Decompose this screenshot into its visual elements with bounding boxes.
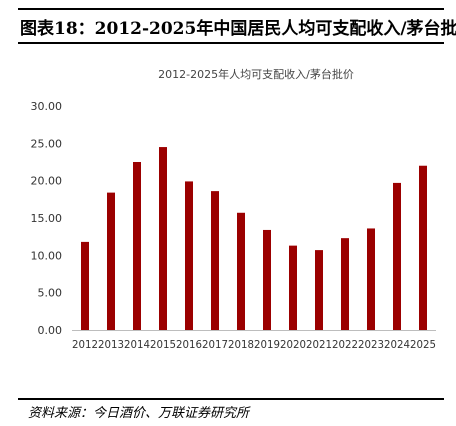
- x-tick-label: 2024: [384, 339, 410, 351]
- chart-title: 2012-2025年人均可支配收入/茅台批价: [158, 67, 354, 81]
- bar-2024: [393, 182, 401, 330]
- bar-2015: [159, 147, 167, 330]
- bar-2016: [185, 181, 193, 330]
- bar-2022: [341, 238, 349, 330]
- x-tick-label: 2016: [176, 339, 202, 351]
- y-tick-label: 5.00: [38, 287, 63, 300]
- x-tick-label: 2023: [358, 339, 384, 351]
- x-tick-label: 2013: [98, 339, 124, 351]
- bar-2020: [289, 245, 297, 330]
- bar-2023: [367, 228, 375, 330]
- x-tick-label: 2012: [72, 339, 98, 351]
- title-rule: [18, 42, 444, 44]
- bar-2025: [419, 165, 427, 330]
- x-tick-label: 2015: [150, 339, 176, 351]
- figure-title: 图表18：2012-2025年中国居民人均可支配收入/茅台批价: [20, 19, 456, 39]
- x-tick-label: 2025: [410, 339, 436, 351]
- bar-2012: [81, 241, 89, 330]
- y-tick-label: 0.00: [38, 324, 63, 337]
- y-tick-label: 25.00: [31, 137, 63, 150]
- source-note: 资料来源：今日酒价、万联证券研究所: [28, 406, 250, 421]
- x-tick-label: 2017: [202, 339, 228, 351]
- y-tick-label: 30.00: [31, 100, 63, 113]
- bar-2014: [133, 162, 141, 330]
- x-axis-ticks: 2012 2013 2014 2015 2016 2017 2018 2019 2020 2021…: [72, 339, 436, 351]
- y-tick-label: 15.00: [31, 212, 63, 225]
- x-tick-label: 2018: [228, 339, 254, 351]
- x-tick-label: 2022: [332, 339, 358, 351]
- bar-2019: [263, 229, 271, 330]
- bars-group: [81, 147, 427, 330]
- top-rule: [18, 8, 444, 10]
- y-tick-label: 20.00: [31, 175, 63, 188]
- bar-2018: [237, 212, 245, 330]
- y-axis-ticks: 0.00 5.00 10.00 15.00 20.00 25.00 30.00: [31, 100, 63, 337]
- bar-2021: [315, 250, 323, 330]
- bar-2013: [107, 192, 115, 330]
- bar-2017: [211, 191, 219, 330]
- x-tick-label: 2020: [280, 339, 306, 351]
- x-tick-label: 2019: [254, 339, 280, 351]
- y-tick-label: 10.00: [31, 249, 63, 262]
- bottom-rule: [18, 398, 444, 400]
- x-tick-label: 2014: [124, 339, 150, 351]
- x-tick-label: 2021: [306, 339, 332, 351]
